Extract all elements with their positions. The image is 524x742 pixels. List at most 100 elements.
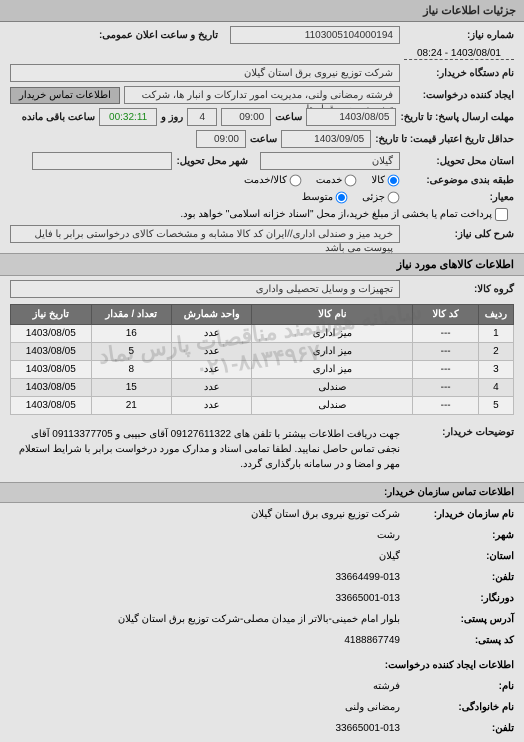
partial-payment-checkbox[interactable]: پرداخت تمام یا بخشی از مبلغ خرید،از محل … — [180, 208, 508, 221]
table-cell: 16 — [91, 325, 171, 343]
validity-time-value: 09:00 — [196, 130, 246, 148]
table-cell: 15 — [91, 379, 171, 397]
items-col-header: تعداد / مقدار — [91, 305, 171, 325]
group-value: تجهیزات و وسایل تحصیلی واداری — [10, 280, 400, 298]
doc-number-label: شماره نیاز: — [404, 30, 514, 41]
buyer-notes-label: توضیحات خریدار: — [404, 427, 514, 438]
doc-number-value: 1103005104000194 — [230, 26, 400, 44]
radio-medium-label: متوسط — [302, 192, 333, 203]
contact-province-value: گیلان — [379, 549, 400, 564]
creator-header: اطلاعات ایجاد کننده درخواست: — [385, 658, 514, 673]
radio-goods-service-label: کالا/خدمت — [244, 175, 287, 186]
deadline-label: مهلت ارسال پاسخ: تا تاریخ: — [400, 112, 514, 123]
nature-label: طبقه بندی موضوعی: — [404, 175, 514, 186]
radio-small[interactable]: جزئی — [362, 191, 400, 204]
remaining-days-value: 4 — [187, 108, 217, 126]
partial-payment-input[interactable] — [495, 208, 508, 221]
public-date-label: تاریخ و ساعت اعلان عمومی: — [99, 30, 218, 41]
table-cell: عدد — [171, 397, 251, 415]
province-value: گیلان — [260, 152, 400, 170]
radio-service-input[interactable] — [345, 175, 357, 187]
table-cell: عدد — [171, 379, 251, 397]
table-cell: --- — [413, 379, 478, 397]
table-row: 5---صندلیعدد211403/08/05 — [11, 397, 514, 415]
table-cell: صندلی — [252, 379, 413, 397]
table-cell: 1 — [478, 325, 513, 343]
table-cell: 4 — [478, 379, 513, 397]
table-cell: میز اداری — [252, 361, 413, 379]
contact-tel-value: 33664499-013 — [335, 570, 400, 585]
partial-payment-label: پرداخت تمام یا بخشی از مبلغ خرید،از محل … — [180, 209, 492, 220]
table-cell: صندلی — [252, 397, 413, 415]
table-cell: 21 — [91, 397, 171, 415]
table-row: 3---میز اداریعدد81403/08/05 — [11, 361, 514, 379]
radio-medium-input[interactable] — [336, 192, 348, 204]
remaining-and-label: روز و — [161, 112, 183, 123]
city-delivery-label: شهر محل تحویل: — [176, 156, 248, 167]
remaining-time-value: 00:32:11 — [99, 108, 157, 126]
contact-city-value: رشت — [377, 528, 400, 543]
public-date-value: 1403/08/01 - 08:24 — [404, 48, 514, 60]
items-col-header: ردیف — [478, 305, 513, 325]
buyer-notes-value: جهت دریافت اطلاعات بیشتر با تلفن های 091… — [10, 427, 400, 472]
general-desc-value: خرید میز و صندلی اداری//ایران کد کالا مش… — [10, 225, 400, 243]
requester-label: ایجاد کننده درخواست: — [404, 90, 514, 101]
table-cell: 3 — [478, 361, 513, 379]
creator-lastname-value: رمضانی ولنی — [345, 700, 400, 715]
general-desc-label: شرح کلی نیاز: — [404, 229, 514, 240]
table-cell: 1403/08/05 — [11, 361, 92, 379]
main-header: جزئیات اطلاعات نیاز — [0, 0, 524, 22]
table-cell: 1403/08/05 — [11, 379, 92, 397]
table-cell: 5 — [478, 397, 513, 415]
validity-date-value: 1403/09/05 — [281, 130, 371, 148]
buyer-name-value: شرکت توزیع نیروی برق استان گیلان — [10, 64, 400, 82]
radio-small-label: جزئی — [362, 192, 385, 203]
validity-label: حداقل تاریخ اعتبار قیمت: تا تاریخ: — [375, 134, 514, 145]
table-cell: 2 — [478, 343, 513, 361]
scale-label: معیار: — [404, 192, 514, 203]
table-cell: میز اداری — [252, 325, 413, 343]
validity-time-label: ساعت — [250, 134, 277, 145]
table-cell: 1403/08/05 — [11, 325, 92, 343]
buyer-name-label: نام دستگاه خریدار: — [404, 68, 514, 79]
radio-small-input[interactable] — [388, 192, 400, 204]
creator-tel-label: تلفن: — [404, 721, 514, 736]
deadline-time-label: ساعت — [275, 112, 302, 123]
contact-fax-value: 33665001-013 — [335, 591, 400, 606]
creator-tel-value: 33665001-013 — [335, 721, 400, 736]
table-cell: --- — [413, 325, 478, 343]
table-row: 4---صندلیعدد151403/08/05 — [11, 379, 514, 397]
radio-goods-service[interactable]: کالا/خدمت — [244, 174, 302, 187]
org-label: نام سازمان خریدار: — [404, 507, 514, 522]
remaining-left-label: ساعت باقی مانده — [22, 112, 95, 123]
items-col-header: کد کالا — [413, 305, 478, 325]
contact-postal-value: 4188867749 — [344, 633, 400, 648]
items-col-header: تاریخ نیاز — [11, 305, 92, 325]
items-header: اطلاعات کالاهای مورد نیاز — [0, 253, 524, 276]
contact-header: اطلاعات تماس سازمان خریدار: — [0, 482, 524, 503]
buyer-contact-button[interactable]: اطلاعات تماس خریدار — [10, 87, 120, 104]
table-cell: عدد — [171, 343, 251, 361]
radio-goods[interactable]: کالا — [371, 174, 400, 187]
items-col-header: نام کالا — [252, 305, 413, 325]
table-cell: 1403/08/05 — [11, 397, 92, 415]
items-col-header: واحد شمارش — [171, 305, 251, 325]
radio-goods-service-input[interactable] — [290, 175, 302, 187]
contact-city-label: شهر: — [404, 528, 514, 543]
table-cell: میز اداری — [252, 343, 413, 361]
city-delivery-value — [32, 152, 172, 170]
requester-value: فرشته رمضانی ولنی، مدیریت امور تدارکات و… — [124, 86, 400, 104]
table-cell: --- — [413, 397, 478, 415]
contact-province-label: استان: — [404, 549, 514, 564]
radio-goods-label: کالا — [371, 175, 385, 186]
items-table: ردیفکد کالانام کالاواحد شمارشتعداد / مقد… — [10, 304, 514, 415]
creator-name-value: فرشته — [373, 679, 400, 694]
table-cell: 8 — [91, 361, 171, 379]
creator-name-label: نام: — [404, 679, 514, 694]
radio-medium[interactable]: متوسط — [302, 191, 348, 204]
radio-goods-input[interactable] — [388, 175, 400, 187]
table-row: 1---میز اداریعدد161403/08/05 — [11, 325, 514, 343]
radio-service[interactable]: خدمت — [316, 174, 358, 187]
contact-tel-label: تلفن: — [404, 570, 514, 585]
deadline-date-value: 1403/08/05 — [306, 108, 396, 126]
